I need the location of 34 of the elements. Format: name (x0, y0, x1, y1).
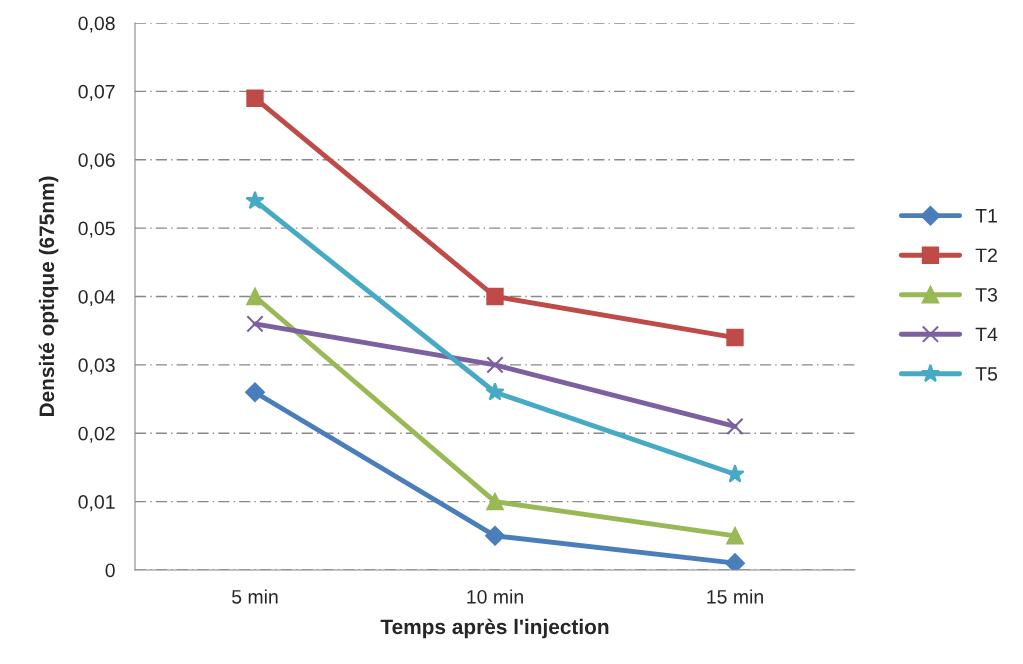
y-axis-title: Densité optique (675nm) (38, 176, 59, 417)
point (486, 287, 504, 306)
legend-label: T4 (975, 327, 998, 342)
point (246, 89, 264, 107)
y-tick-label: 0,08 (78, 16, 115, 33)
legend-label: T3 (975, 287, 998, 302)
y-tick-label: 0,01 (78, 495, 115, 512)
y-tick-label: 0 (105, 563, 115, 578)
y-tick-label: 0,02 (78, 426, 115, 443)
legend-label: T2 (975, 248, 997, 263)
point (246, 287, 264, 306)
point (726, 328, 744, 347)
legend-label: T1 (975, 209, 997, 223)
x-tick-label: 15 min (707, 589, 763, 604)
y-tick-label: 0,05 (78, 221, 115, 238)
x-tick-label: 5 min (232, 589, 278, 604)
point (485, 382, 505, 401)
y-tick-label: 0,06 (78, 153, 115, 170)
x-tick-label: 10 min (467, 589, 523, 604)
point (725, 464, 745, 483)
point (245, 190, 265, 210)
point (486, 356, 504, 374)
legend-label: T5 (975, 367, 998, 381)
point (726, 527, 744, 545)
point (486, 492, 504, 511)
y-tick-label: 0,07 (78, 84, 115, 101)
point (726, 417, 744, 436)
y-tick-label: 0,04 (78, 289, 115, 307)
point (246, 315, 264, 333)
point (725, 553, 745, 570)
point (485, 525, 505, 546)
y-tick-label: 0,03 (78, 358, 115, 375)
point (245, 382, 265, 403)
x-axis-title: Temps après l'injection (380, 618, 609, 639)
